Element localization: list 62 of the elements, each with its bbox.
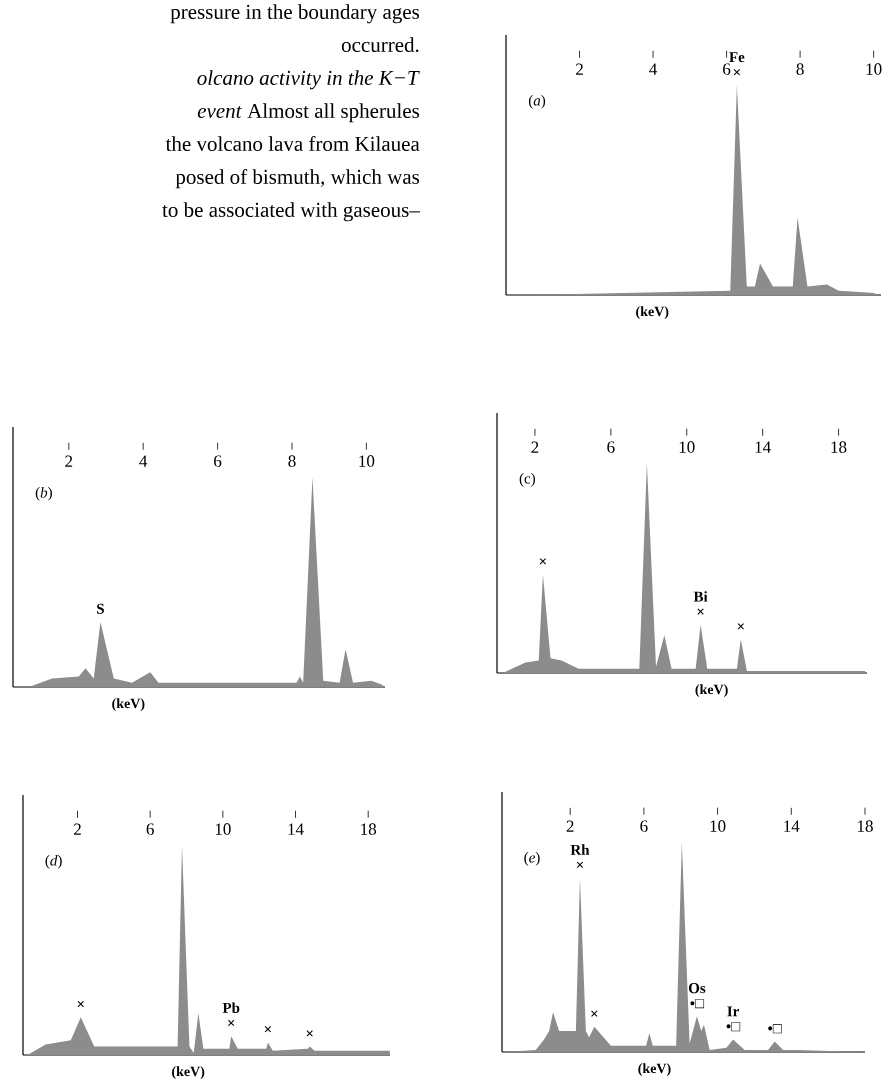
x-tick-label: 2 — [73, 823, 81, 835]
x-tick-label: 10 — [866, 63, 882, 75]
text: posed of bismuth, which was — [175, 169, 419, 189]
x-tick-label: 2 — [575, 63, 583, 75]
x-tick-label: 6 — [723, 63, 731, 75]
text: to be associated with gaseous– — [162, 202, 420, 222]
x-tick-label: 14 — [784, 820, 800, 832]
annotation: S — [96, 603, 104, 614]
text: occurred. — [341, 37, 419, 53]
x-tick-label: 6 — [214, 455, 222, 467]
annotation: •□ — [768, 1024, 782, 1034]
annotation: × — [306, 1030, 313, 1037]
text: (c) — [519, 473, 535, 487]
annotation: Rh — [570, 844, 590, 855]
x-tick-label: 4 — [139, 455, 148, 467]
annotation: Os — [688, 983, 706, 994]
annotation: Fe — [729, 52, 745, 63]
annotation: × — [227, 1019, 235, 1027]
annotation: × — [591, 1010, 598, 1017]
x-tick-label: 2 — [65, 455, 73, 467]
annotation: × — [733, 69, 740, 76]
x-tick-label: 18 — [831, 441, 847, 453]
x-tick-label: 6 — [640, 820, 648, 832]
x-axis-title: (keV) — [112, 698, 145, 712]
x-tick-label: 14 — [755, 441, 771, 453]
x-tick-label: 18 — [857, 820, 873, 832]
x-axis-title: (keV) — [638, 1063, 671, 1077]
annotation: × — [576, 861, 583, 868]
text: olcano activity in the K−T — [197, 70, 420, 90]
x-tick-label: 8 — [796, 63, 804, 75]
x-tick-label: 18 — [361, 823, 376, 835]
text: the volcano lava from Kilauea — [165, 136, 420, 151]
annotation: Pb — [222, 1002, 240, 1013]
annotation: •□ — [726, 1022, 741, 1032]
annotation: × — [737, 623, 744, 630]
annotation: Ir — [727, 1006, 739, 1017]
x-axis-title: (keV) — [695, 684, 728, 698]
text: pressure in the boundary ages — [170, 4, 419, 24]
annotation: × — [77, 1000, 84, 1008]
x-tick-label: 10 — [710, 820, 726, 832]
text: event Almost all spherules — [197, 103, 419, 123]
annotation: × — [697, 608, 704, 615]
x-tick-label: 2 — [566, 820, 574, 832]
annotation: × — [539, 558, 546, 565]
x-tick-label: 2 — [531, 441, 539, 453]
x-axis-title: (keV) — [171, 1066, 205, 1080]
text: (a) — [528, 95, 546, 109]
x-tick-label: 6 — [146, 823, 154, 835]
text: (e) — [524, 852, 540, 866]
x-axis-title: (keV) — [636, 306, 669, 320]
x-tick-label: 10 — [215, 823, 231, 835]
x-tick-label: 10 — [679, 441, 695, 453]
annotation: Bi — [693, 591, 708, 602]
annotation: × — [264, 1026, 271, 1033]
x-tick-label: 6 — [607, 441, 615, 453]
x-tick-label: 14 — [288, 823, 304, 835]
x-tick-label: 10 — [359, 455, 375, 467]
x-tick-label: 4 — [649, 63, 657, 75]
text: (d) — [45, 855, 62, 869]
annotation: •□ — [690, 999, 704, 1009]
text: (b) — [35, 487, 52, 501]
x-tick-label: 8 — [288, 455, 296, 467]
